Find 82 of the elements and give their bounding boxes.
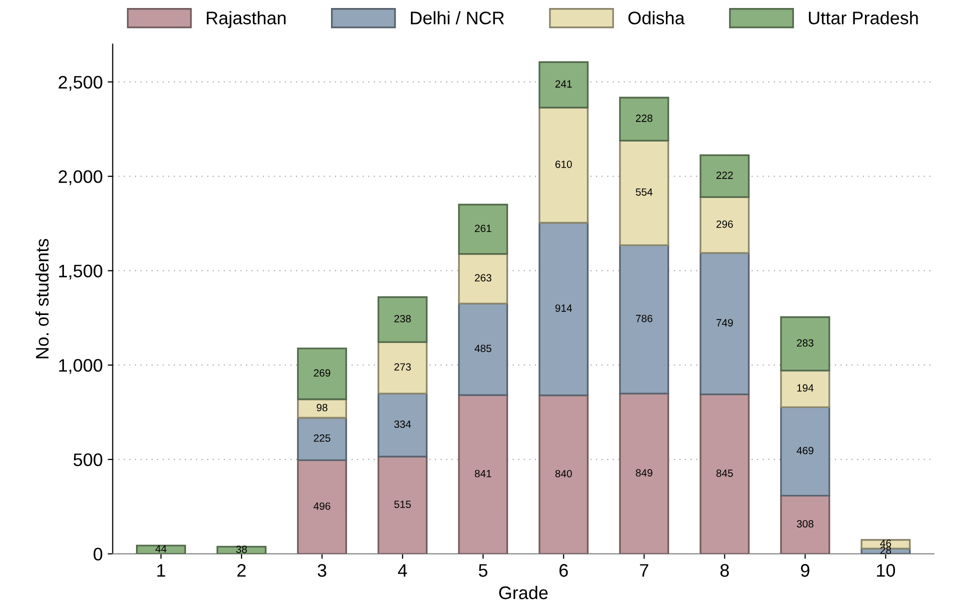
legend-label: Delhi / NCR: [410, 11, 504, 24]
y-tick-label: 2,500: [58, 76, 102, 91]
bar: [619, 140, 670, 246]
data-label: 485: [474, 344, 492, 352]
data-label: 610: [555, 160, 572, 168]
data-label: 308: [796, 520, 814, 528]
data-label: 849: [636, 469, 652, 476]
bar: [378, 392, 428, 458]
x-tick-label: 8: [720, 564, 729, 577]
legend-label: Odisha: [628, 11, 685, 24]
data-label: 241: [555, 80, 572, 88]
bar: [780, 370, 830, 408]
x-tick-label: 3: [318, 564, 326, 577]
data-label: 261: [474, 224, 492, 232]
bar: [538, 394, 589, 554]
bar: [780, 494, 830, 554]
data-label: 496: [314, 502, 330, 510]
x-tick-label: 4: [398, 564, 408, 577]
bar: [378, 456, 428, 554]
bar: [619, 392, 670, 554]
data-label: 914: [555, 304, 572, 312]
bar: [378, 341, 428, 394]
bar: [700, 394, 750, 554]
bar: [297, 459, 348, 554]
x-tick-label: 10: [877, 564, 896, 577]
y-tick-label: 2,000: [58, 170, 102, 186]
data-label: 263: [474, 274, 492, 282]
bar: [458, 253, 508, 304]
legend-label: Rajasthan: [206, 11, 286, 28]
bar: [700, 154, 750, 198]
data-label: 228: [636, 114, 652, 122]
data-label: 28: [880, 546, 892, 554]
bar: [538, 222, 589, 396]
y-tick-label: 0: [94, 548, 102, 561]
data-label: 296: [716, 220, 733, 228]
y-tick-label: 1,000: [59, 359, 102, 374]
x-tick-label: 7: [640, 564, 648, 577]
data-label: 98: [316, 404, 328, 412]
y-tick-label: 1,500: [59, 264, 102, 280]
bar: [458, 204, 508, 255]
bar: [619, 96, 670, 142]
data-label: 334: [394, 420, 411, 428]
data-label: 840: [555, 470, 572, 478]
bar: [538, 106, 589, 224]
x-tick-label: 5: [478, 564, 488, 577]
data-label: 44: [155, 545, 166, 552]
data-label: 238: [394, 315, 411, 322]
data-label: 269: [314, 369, 330, 377]
x-tick-label: 6: [559, 564, 568, 577]
data-label: 749: [716, 319, 733, 326]
data-label: 38: [236, 546, 247, 554]
bar: [619, 244, 670, 394]
legend-label: Uttar Pradesh: [808, 11, 918, 24]
x-tick-label: 9: [800, 564, 810, 577]
data-label: 283: [796, 339, 814, 347]
data-label: 273: [394, 363, 411, 371]
data-label: 845: [716, 470, 733, 477]
x-axis-title: Grade: [499, 586, 548, 600]
y-tick-label: 500: [74, 453, 102, 466]
data-label: 786: [636, 314, 652, 322]
bar: [136, 544, 186, 554]
bar: [700, 252, 750, 396]
data-label: 222: [716, 172, 733, 179]
data-label: 554: [636, 188, 653, 196]
data-label: 841: [474, 470, 492, 478]
bar: [297, 348, 348, 400]
data-label: 515: [394, 500, 411, 508]
bar: [378, 296, 428, 343]
x-tick-label: 1: [157, 564, 166, 577]
data-label: 194: [797, 384, 814, 392]
bar: [458, 394, 508, 554]
data-label: 225: [314, 434, 330, 442]
bar: [538, 61, 589, 108]
bar: [700, 196, 750, 254]
data-label: 46: [880, 540, 892, 547]
bar: [780, 406, 830, 497]
y-axis-title: No. of students: [35, 238, 49, 358]
x-tick-label: 2: [237, 564, 246, 577]
bar: [297, 416, 348, 462]
bar: [458, 302, 508, 396]
bar: [780, 316, 830, 372]
data-label: 469: [796, 446, 814, 454]
